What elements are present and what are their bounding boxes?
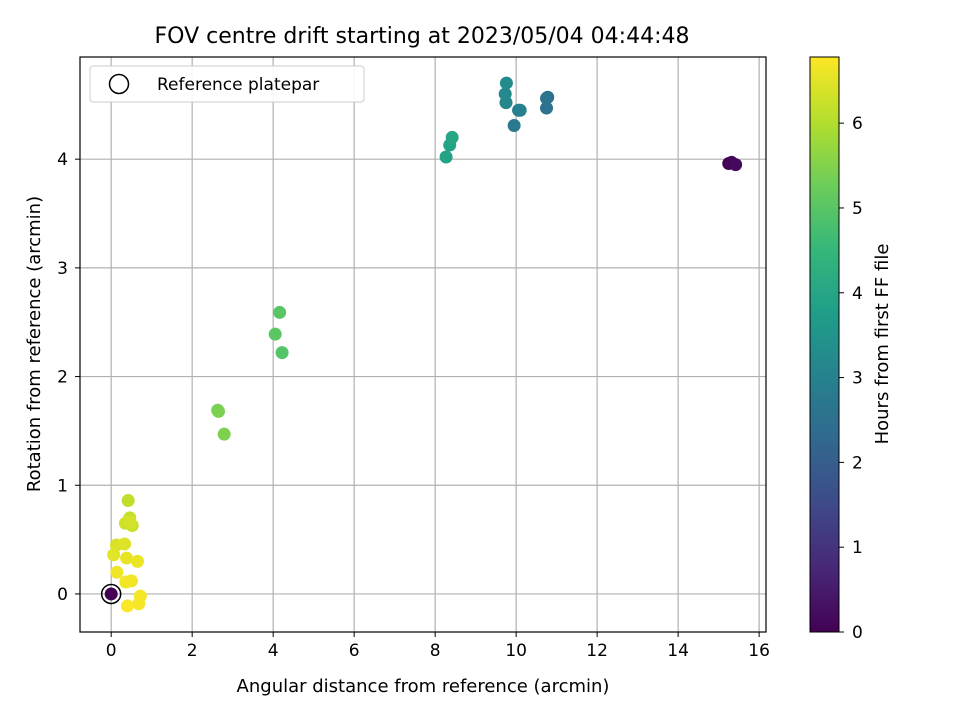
data-point	[132, 597, 146, 611]
data-point	[498, 87, 512, 101]
y-tick-label: 3	[57, 259, 68, 279]
data-point	[729, 158, 743, 172]
colorbar	[809, 56, 840, 633]
colorbar-tick-label: 2	[852, 453, 863, 473]
x-tick-label: 12	[586, 641, 608, 661]
data-point	[268, 327, 282, 341]
y-axis-ticks: 0 1 2 3 4	[57, 150, 80, 605]
legend: Reference platepar	[89, 65, 365, 103]
legend-box	[89, 65, 365, 103]
x-tick-label: 10	[505, 641, 527, 661]
data-point	[540, 101, 554, 115]
y-tick-label: 4	[57, 150, 68, 170]
colorbar-tick-label: 0	[852, 623, 863, 643]
data-point	[273, 305, 287, 319]
data-point	[507, 118, 521, 132]
x-axis-ticks: 0 2 4 6 8 10 12 14 16	[106, 632, 770, 661]
data-point	[110, 565, 124, 579]
data-point	[499, 76, 513, 90]
data-points	[100, 76, 743, 613]
data-point	[120, 551, 134, 565]
data-point	[211, 404, 225, 418]
data-point	[121, 493, 135, 507]
x-tick-label: 14	[667, 641, 689, 661]
data-point	[120, 599, 134, 613]
reference-marker	[100, 583, 122, 605]
colorbar-ticks: 0 1 2 3 4 5 6	[839, 114, 863, 643]
data-point	[123, 515, 137, 529]
x-tick-label: 16	[748, 641, 770, 661]
colorbar-tick-label: 1	[852, 538, 863, 558]
y-axis-label: Rotation from reference (arcmin)	[24, 196, 45, 492]
colorbar-tick-label: 6	[852, 114, 863, 134]
grid	[80, 57, 766, 632]
legend-entry: Reference platepar	[157, 75, 319, 95]
data-point	[104, 587, 118, 601]
data-point	[131, 554, 145, 568]
colorbar-tick-label: 5	[852, 199, 863, 219]
data-point	[118, 537, 132, 551]
data-point	[107, 548, 121, 562]
x-tick-label: 2	[187, 641, 198, 661]
colorbar-tick-label: 3	[852, 369, 863, 389]
data-point	[513, 103, 527, 117]
data-point	[275, 346, 289, 360]
y-tick-label: 0	[57, 585, 68, 605]
data-point	[439, 150, 453, 164]
legend-marker	[108, 73, 130, 95]
data-point	[217, 427, 231, 441]
x-tick-label: 8	[430, 641, 441, 661]
data-point	[445, 130, 459, 144]
x-tick-label: 6	[349, 641, 360, 661]
y-tick-label: 2	[57, 368, 68, 388]
x-tick-label: 0	[106, 641, 117, 661]
x-axis-label: Angular distance from reference (arcmin)	[237, 676, 610, 697]
colorbar-tick-label: 4	[852, 284, 863, 304]
data-point	[540, 91, 554, 105]
colorbar-label: Hours from first FF file	[872, 244, 893, 445]
y-tick-label: 1	[57, 476, 68, 496]
plot-frame	[79, 56, 767, 633]
data-point	[119, 575, 133, 589]
x-tick-label: 4	[268, 641, 279, 661]
chart-title: FOV centre drift starting at 2023/05/04 …	[155, 24, 690, 49]
